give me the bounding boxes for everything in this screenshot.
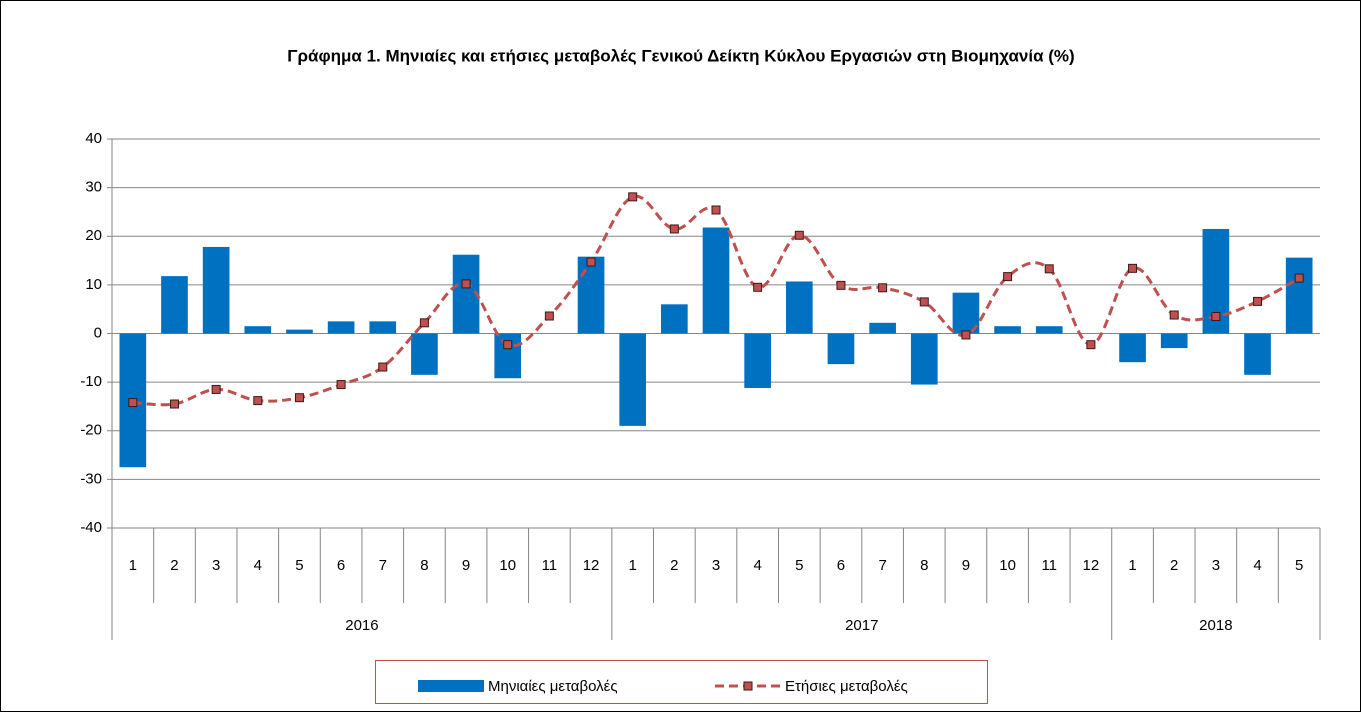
bar xyxy=(702,227,730,334)
x-tick-label: 4 xyxy=(254,557,262,574)
group-label: 2017 xyxy=(845,617,878,634)
marker xyxy=(211,384,221,394)
x-tick-label: 8 xyxy=(420,557,428,574)
legend-marker xyxy=(743,681,753,691)
x-tick-label: 12 xyxy=(583,557,600,574)
x-tick-label: 3 xyxy=(712,557,720,574)
x-tick-label: 10 xyxy=(499,557,516,574)
x-tick-label: 2 xyxy=(1170,557,1178,574)
x-tick-label: 2 xyxy=(170,557,178,574)
marker xyxy=(1294,273,1304,283)
x-tick-label: 5 xyxy=(295,557,303,574)
marker xyxy=(294,393,304,403)
marker xyxy=(628,192,638,202)
bar xyxy=(577,256,605,334)
marker xyxy=(1086,340,1096,350)
y-tick-label: 10 xyxy=(85,276,102,293)
marker xyxy=(1044,264,1054,274)
marker xyxy=(378,362,388,372)
bar xyxy=(994,326,1021,334)
marker xyxy=(544,311,554,321)
marker xyxy=(1211,311,1221,321)
bar xyxy=(910,333,938,385)
bar xyxy=(411,333,438,375)
bar xyxy=(1285,257,1313,334)
marker xyxy=(836,280,846,290)
marker xyxy=(1169,310,1179,320)
y-tick-label: -40 xyxy=(80,519,102,536)
y-tick-label: -30 xyxy=(80,470,102,487)
bar xyxy=(286,329,313,334)
marker xyxy=(169,399,179,409)
marker xyxy=(794,230,804,240)
x-tick-label: 6 xyxy=(337,557,345,574)
group-label: 2018 xyxy=(1199,617,1232,634)
bar xyxy=(785,281,813,334)
x-tick-label: 7 xyxy=(379,557,387,574)
marker xyxy=(711,205,721,215)
y-tick-label: 0 xyxy=(94,324,102,341)
x-tick-label: 9 xyxy=(962,557,970,574)
bar xyxy=(1244,333,1271,375)
marker xyxy=(1003,272,1013,282)
x-tick-label: 5 xyxy=(1295,557,1303,574)
marker xyxy=(253,396,263,406)
y-tick-label: -20 xyxy=(80,422,102,439)
legend-label: Ετήσιες μεταβολές xyxy=(785,678,908,695)
x-tick-label: 4 xyxy=(1253,557,1261,574)
legend-swatch xyxy=(418,680,484,692)
marker xyxy=(586,257,596,267)
marker xyxy=(669,224,679,234)
y-tick-label: 40 xyxy=(85,130,102,147)
bar xyxy=(202,246,230,334)
y-tick-label: 20 xyxy=(85,227,102,244)
bar xyxy=(244,326,272,334)
x-tick-label: 6 xyxy=(837,557,845,574)
bar xyxy=(869,322,896,334)
marker xyxy=(503,340,513,350)
marker xyxy=(1253,296,1263,306)
marker xyxy=(878,283,888,293)
x-tick-label: 7 xyxy=(878,557,886,574)
marker xyxy=(128,398,138,408)
x-tick-label: 4 xyxy=(753,557,761,574)
x-tick-label: 1 xyxy=(629,557,637,574)
bar xyxy=(161,276,188,334)
legend-label: Μηνιαίες μεταβολές xyxy=(488,678,618,695)
bar xyxy=(1119,333,1146,363)
bar xyxy=(661,304,688,334)
bar xyxy=(1035,326,1063,334)
bar xyxy=(1160,333,1188,349)
y-tick-label: -10 xyxy=(80,373,102,390)
x-tick-label: 5 xyxy=(795,557,803,574)
marker xyxy=(753,282,763,292)
x-tick-label: 3 xyxy=(1212,557,1220,574)
x-tick-label: 11 xyxy=(542,557,558,574)
marker xyxy=(461,279,471,289)
bar xyxy=(619,333,647,426)
x-tick-label: 3 xyxy=(212,557,220,574)
bar xyxy=(827,333,855,365)
marker xyxy=(336,380,346,390)
bar xyxy=(327,321,355,334)
y-tick-label: 30 xyxy=(85,179,102,196)
x-tick-label: 1 xyxy=(1128,557,1136,574)
marker xyxy=(1128,263,1138,273)
x-tick-label: 12 xyxy=(1083,557,1100,574)
bar xyxy=(369,321,397,334)
x-tick-label: 9 xyxy=(462,557,470,574)
x-tick-label: 1 xyxy=(129,557,137,574)
chart-title: Γράφημα 1. Μηνιαίες και ετήσιες μεταβολέ… xyxy=(287,46,1074,65)
marker xyxy=(919,297,929,307)
marker xyxy=(961,330,971,340)
x-tick-label: 8 xyxy=(920,557,928,574)
x-tick-label: 11 xyxy=(1041,557,1057,574)
bar xyxy=(744,333,771,388)
x-tick-label: 10 xyxy=(999,557,1016,574)
marker xyxy=(419,318,429,328)
group-label: 2016 xyxy=(345,617,378,634)
x-tick-label: 2 xyxy=(670,557,678,574)
